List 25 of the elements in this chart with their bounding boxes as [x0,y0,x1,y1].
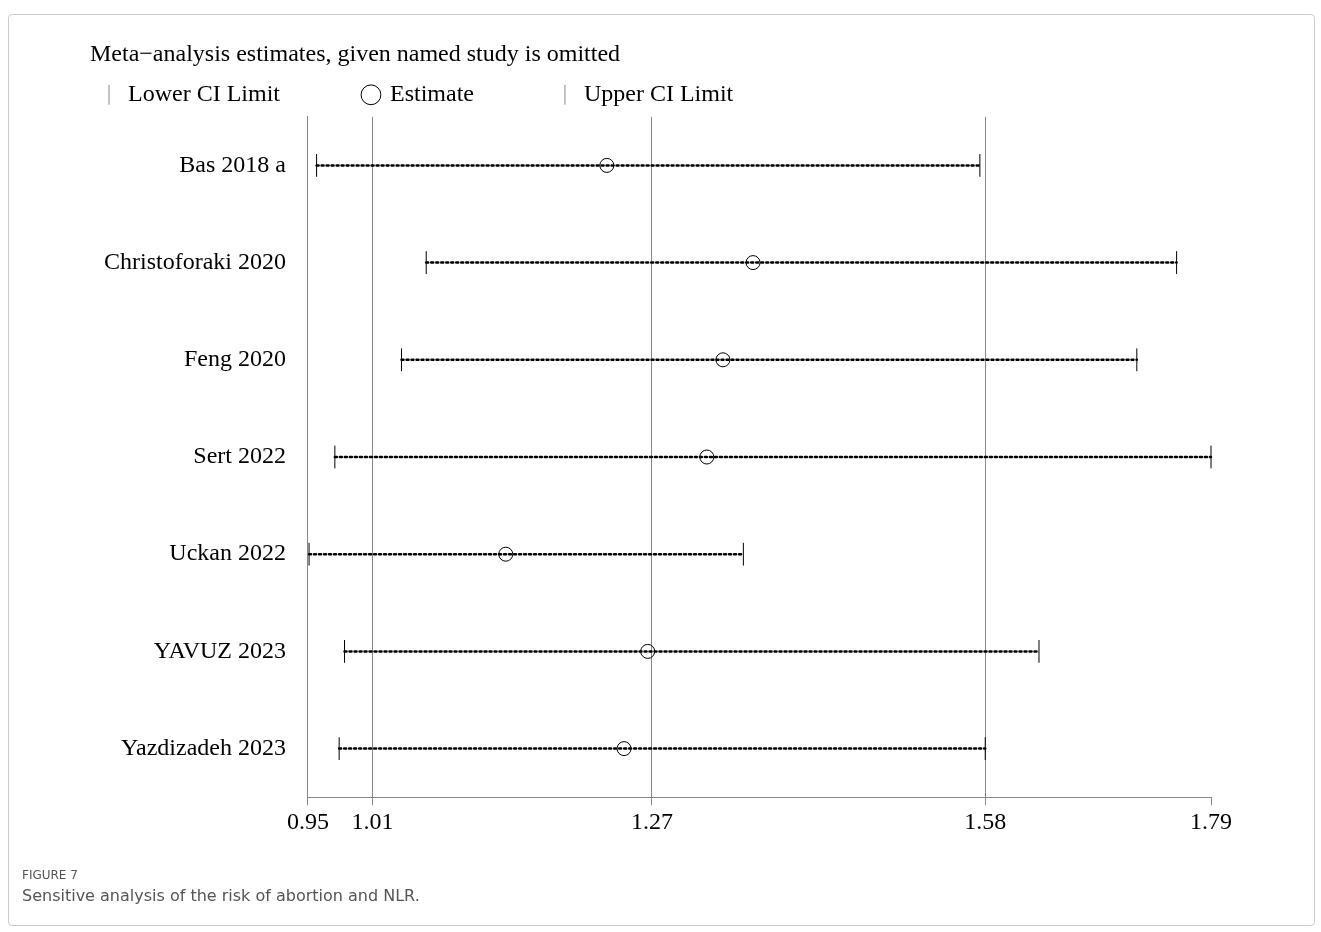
x-tick-label: 1.58 [964,807,1007,834]
text: Sensitive analysis of the risk of abortion and NLR. [22,886,420,905]
text: Lower CI Limit [128,80,352,107]
y-tick-label: YAVUZ 2023 [153,636,286,663]
y-tick-label: Feng 2020 [183,345,286,372]
text: Upper CI Limit [583,80,734,107]
x-tick-label: 1.27 [630,807,673,834]
point [699,449,715,465]
point [715,352,731,368]
y-tick-label: Yazdizadeh 2023 [121,733,286,760]
x-tick-label: 1.79 [1190,807,1232,834]
y-tick-label: Bas 2018 a [179,150,287,177]
point [616,741,632,757]
x-tick-label: 0.95 [286,807,329,834]
y-tick-label: Uckan 2022 [169,539,286,566]
caption: FIGURE 7 [22,868,79,882]
point [640,643,656,659]
chart-title: Meta−analysis estimates, given named study is omitted [90,39,621,66]
point [745,255,761,271]
y-tick-label: Sert 2022 [193,442,286,469]
point [599,157,615,173]
x-tick-label: 1.01 [351,807,394,834]
y-tick-label: Christoforaki 2020 [104,247,286,274]
legend-label: Estimate [389,80,546,107]
point [498,546,514,562]
